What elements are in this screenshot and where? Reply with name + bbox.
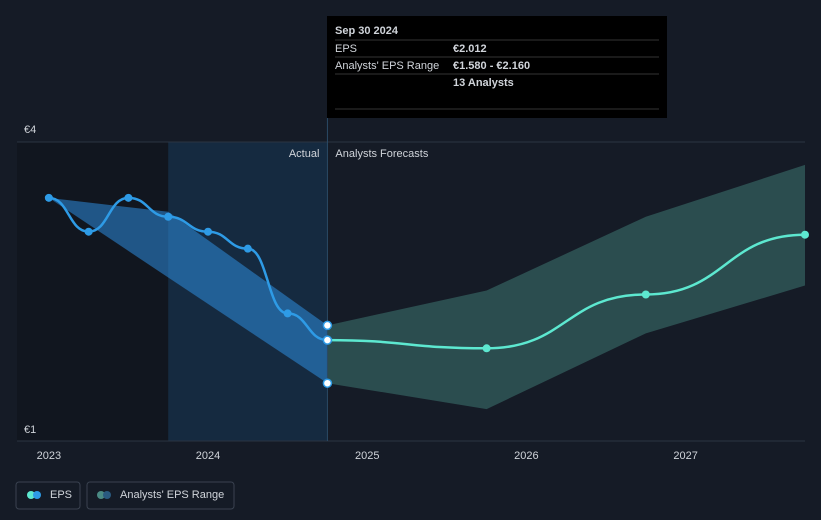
point [482, 344, 491, 353]
point [124, 193, 133, 202]
y-tick-label: €4 [24, 124, 36, 136]
x-tick-label: 2023 [37, 450, 61, 462]
x-tick-label: 2027 [673, 450, 697, 462]
point [84, 227, 93, 236]
tooltip-value: 13 Analysts [453, 77, 514, 89]
x-tick-label: 2025 [355, 450, 379, 462]
legend-item[interactable]: Analysts' EPS Range [86, 481, 235, 510]
forecast-line [327, 233, 806, 350]
tooltip-value: €2.012 [453, 43, 487, 55]
legend-swatch [33, 491, 41, 499]
past-region [17, 142, 169, 441]
legend-swatch [27, 491, 35, 499]
tooltip-date: Sep 30 2024 [335, 25, 399, 37]
point [204, 227, 213, 236]
forecast-label: Analysts Forecasts [335, 148, 428, 160]
legend-swatch [103, 491, 111, 499]
y-tick-label: €1 [24, 424, 36, 436]
legend-box [15, 481, 81, 510]
tooltip-key: Analysts' EPS Range [335, 60, 439, 72]
point [164, 212, 173, 221]
legend-box [86, 481, 235, 510]
point [283, 309, 292, 318]
legend-label: EPS [50, 489, 72, 501]
hover-point [322, 320, 333, 331]
point [641, 290, 650, 299]
hover-point [322, 335, 333, 345]
legend-item[interactable]: EPS [15, 481, 81, 510]
actual-label: Actual [289, 148, 320, 160]
hover-point [322, 378, 333, 388]
actual-range-area [48, 197, 328, 384]
tooltip: Sep 30 2024 EPS €2.012 Analysts' EPS Range €… [327, 16, 667, 118]
x-tick-label: 2026 [514, 450, 538, 462]
point [801, 230, 809, 239]
legend-label: Analysts' EPS Range [120, 489, 224, 501]
tooltip-value: €1.580 - €2.160 [453, 60, 530, 72]
point [243, 244, 252, 253]
x-tick-label: 2024 [196, 450, 220, 462]
tooltip-key: EPS [335, 43, 357, 55]
point [44, 193, 53, 202]
forecast-range-area [327, 164, 805, 410]
legend-swatch [97, 491, 105, 499]
tooltip-box [327, 16, 667, 118]
